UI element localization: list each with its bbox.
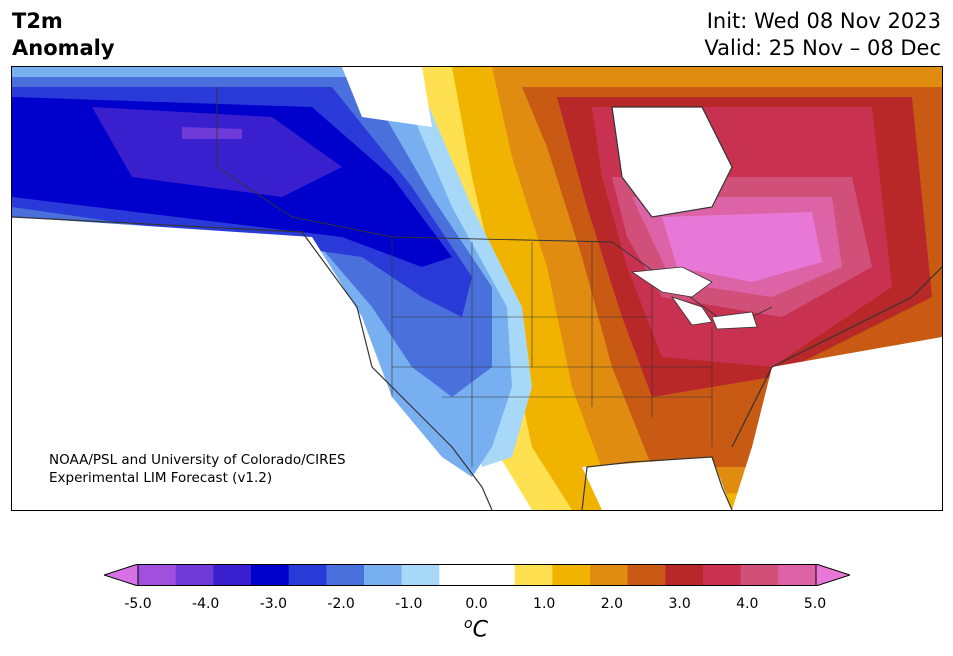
- colorbar-cell: [740, 564, 779, 586]
- state-borders: [391, 237, 713, 467]
- colorbar-cell: [138, 564, 177, 586]
- colorbar-svg: [102, 563, 852, 587]
- colorbar-tick-label: -2.0: [327, 596, 355, 612]
- colorbar-cell: [703, 564, 742, 586]
- colorbar-cell: [778, 564, 817, 586]
- gulf-of-mexico: [582, 457, 732, 510]
- anomaly-map-svg: NOAA/PSL and University of Colorado/CIRE…: [12, 67, 942, 510]
- atlantic-ocean: [732, 337, 942, 510]
- map-title: T2m Anomaly: [12, 8, 115, 62]
- pacific-ocean: [12, 217, 482, 510]
- colorbar-cell: [401, 564, 440, 586]
- arctic-ocean: [342, 67, 432, 127]
- colorbar-cell: [288, 564, 327, 586]
- colorbar-cell: [326, 564, 365, 586]
- colorbar-cells: [138, 564, 817, 586]
- warm-anomaly-region-9: [662, 212, 822, 282]
- colorbar-cell: [514, 564, 553, 586]
- colorbar-cell: [665, 564, 704, 586]
- colorbar-cell: [175, 564, 214, 586]
- unit-celsius: C: [472, 617, 488, 643]
- colorbar-cell: [251, 564, 290, 586]
- colorbar-frame: [137, 564, 817, 586]
- credit-line-2: Experimental LIM Forecast (v1.2): [49, 470, 272, 486]
- colorbar-tick-label: 4.0: [736, 596, 759, 612]
- colorbar-cell: [364, 564, 403, 586]
- colorbar-tick-label: 3.0: [668, 596, 691, 612]
- colorbar-min-arrow: [102, 563, 139, 587]
- colorbar-cell: [552, 564, 591, 586]
- hudson-bay: [612, 107, 732, 217]
- colorbar-tick-label: 5.0: [803, 596, 827, 612]
- colorbar-tick-label: -1.0: [395, 596, 423, 612]
- colorbar-tick-label: -3.0: [259, 596, 288, 612]
- colorbar-tick-label: 2.0: [600, 596, 624, 612]
- anomaly-map: NOAA/PSL and University of Colorado/CIRE…: [11, 66, 943, 511]
- title-line-2: Anomaly: [12, 36, 115, 60]
- colorbar-tick-label: -5.0: [124, 596, 152, 612]
- colorbar-cell: [213, 564, 252, 586]
- cold-anomaly-region-7: [182, 127, 242, 139]
- colorbar-unit: oC: [464, 616, 488, 642]
- init-date: Init: Wed 08 Nov 2023: [706, 9, 941, 33]
- colorbar-tick-label: -4.0: [192, 596, 220, 612]
- colorbar-tick-label: 0.0: [465, 596, 488, 612]
- colorbar: [102, 563, 852, 587]
- credit-line-1: NOAA/PSL and University of Colorado/CIRE…: [49, 452, 346, 468]
- great-lakes: [630, 266, 758, 330]
- colorbar-cell: [439, 564, 478, 586]
- colorbar-cell: [477, 564, 516, 586]
- valid-date: Valid: 25 Nov – 08 Dec: [704, 36, 941, 60]
- title-line-1: T2m: [12, 9, 63, 33]
- colorbar-tick-label: 1.0: [533, 596, 556, 612]
- unit-degree: o: [464, 616, 473, 632]
- colorbar-cell: [627, 564, 666, 586]
- forecast-dates: Init: Wed 08 Nov 2023 Valid: 25 Nov – 08…: [704, 8, 941, 62]
- colorbar-max-arrow: [815, 563, 852, 587]
- colorbar-cell: [590, 564, 629, 586]
